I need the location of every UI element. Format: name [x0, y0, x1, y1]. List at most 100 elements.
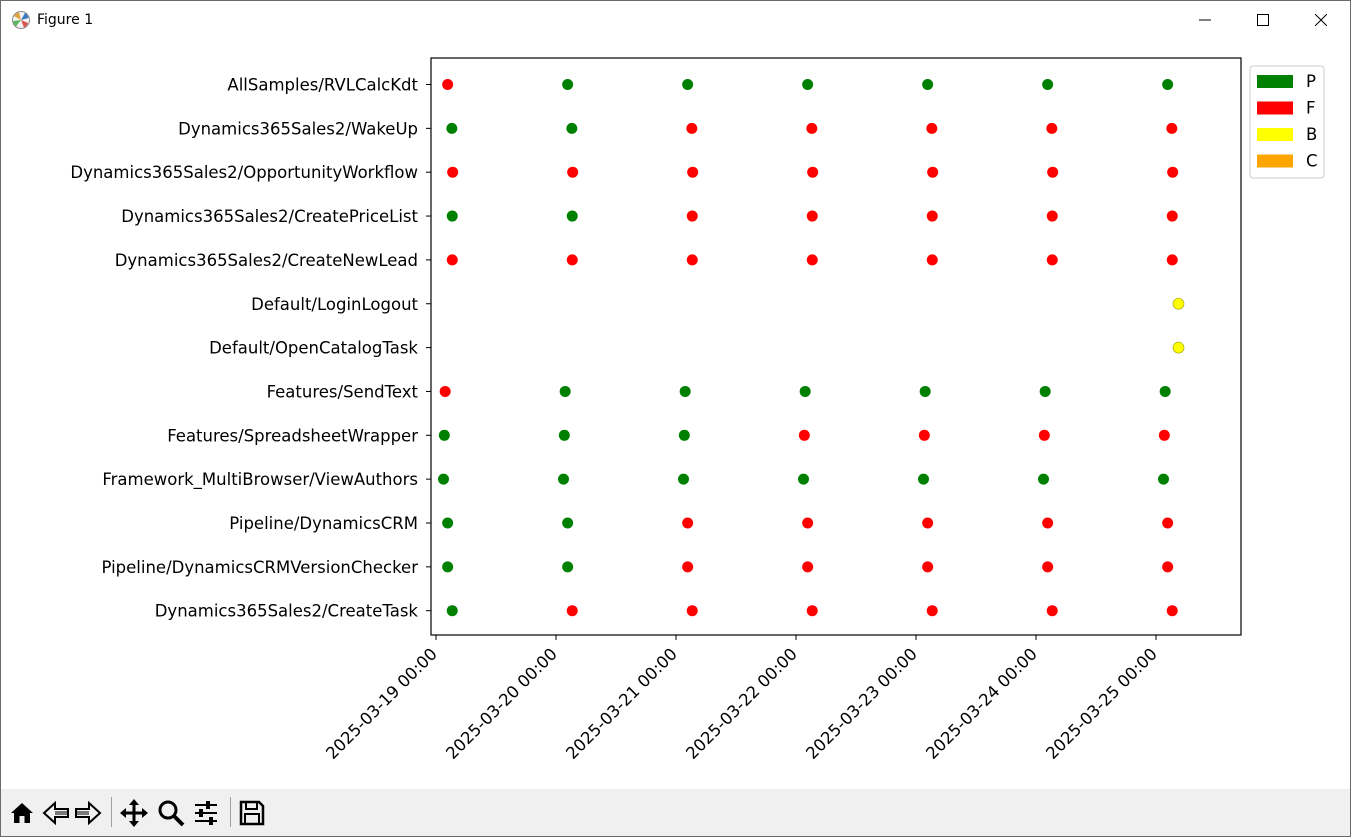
- status-point[interactable]: [1046, 210, 1058, 222]
- status-point[interactable]: [562, 517, 574, 529]
- status-point[interactable]: [926, 122, 938, 134]
- status-point[interactable]: [807, 166, 819, 178]
- status-point[interactable]: [442, 561, 454, 573]
- chart-canvas[interactable]: AllSamples/RVLCalcKdt Dynamics365Sales2/W…: [1, 39, 1350, 789]
- status-point[interactable]: [559, 385, 571, 397]
- status-point[interactable]: [799, 385, 811, 397]
- status-point[interactable]: [446, 122, 458, 134]
- maximize-icon: [1257, 14, 1269, 26]
- status-point[interactable]: [806, 122, 818, 134]
- y-tick-label: Dynamics365Sales2/WakeUp: [178, 119, 418, 138]
- status-point[interactable]: [686, 254, 698, 266]
- minimize-button[interactable]: [1176, 1, 1234, 39]
- status-point[interactable]: [679, 385, 691, 397]
- sliders-icon: [195, 801, 217, 825]
- status-point[interactable]: [1042, 561, 1054, 573]
- status-point[interactable]: [1166, 605, 1178, 617]
- status-point[interactable]: [926, 254, 938, 266]
- status-point[interactable]: [678, 473, 689, 485]
- status-point[interactable]: [438, 473, 449, 485]
- back-button[interactable]: [41, 797, 71, 829]
- home-button[interactable]: [7, 797, 37, 829]
- status-point[interactable]: [1038, 429, 1050, 441]
- status-point[interactable]: [806, 254, 818, 266]
- status-point[interactable]: [802, 79, 814, 90]
- forward-button[interactable]: [73, 797, 103, 829]
- status-point[interactable]: [562, 79, 574, 90]
- pan-button[interactable]: [119, 797, 149, 829]
- status-point[interactable]: [1172, 297, 1185, 310]
- status-point[interactable]: [918, 429, 930, 441]
- floppy-disk-icon: [239, 800, 265, 826]
- status-point[interactable]: [1046, 122, 1058, 134]
- status-point[interactable]: [1038, 473, 1049, 485]
- status-point[interactable]: [1042, 517, 1054, 529]
- status-point[interactable]: [446, 605, 458, 617]
- status-point[interactable]: [922, 79, 934, 90]
- status-point[interactable]: [566, 254, 578, 266]
- status-point[interactable]: [1166, 254, 1178, 266]
- status-point[interactable]: [806, 605, 818, 617]
- status-point[interactable]: [926, 605, 938, 617]
- status-point[interactable]: [567, 166, 579, 178]
- status-point[interactable]: [682, 79, 694, 90]
- status-point[interactable]: [682, 561, 694, 573]
- title-bar[interactable]: Figure 1: [1, 1, 1350, 39]
- status-point[interactable]: [446, 254, 458, 266]
- status-point[interactable]: [1167, 166, 1179, 178]
- maximize-button[interactable]: [1234, 1, 1292, 39]
- status-point[interactable]: [442, 79, 454, 90]
- status-point[interactable]: [1158, 429, 1170, 441]
- status-point[interactable]: [439, 385, 451, 397]
- status-point[interactable]: [1162, 79, 1174, 90]
- status-point[interactable]: [927, 166, 939, 178]
- status-point[interactable]: [919, 385, 931, 397]
- legend-swatch: [1257, 154, 1293, 168]
- status-point[interactable]: [1162, 561, 1174, 573]
- status-point[interactable]: [562, 561, 574, 573]
- status-point[interactable]: [1162, 517, 1174, 529]
- status-point[interactable]: [566, 605, 578, 617]
- status-point[interactable]: [1047, 166, 1059, 178]
- status-point[interactable]: [802, 517, 814, 529]
- status-point[interactable]: [678, 429, 690, 441]
- status-point[interactable]: [1158, 473, 1169, 485]
- status-point[interactable]: [566, 122, 578, 134]
- status-point[interactable]: [922, 517, 934, 529]
- status-point[interactable]: [1046, 605, 1058, 617]
- status-point[interactable]: [558, 429, 570, 441]
- configure-subplots-button[interactable]: [191, 797, 221, 829]
- status-point[interactable]: [686, 210, 698, 222]
- status-point[interactable]: [687, 166, 699, 178]
- status-point[interactable]: [442, 517, 454, 529]
- status-point[interactable]: [682, 517, 694, 529]
- legend-label: F: [1306, 99, 1316, 118]
- status-point[interactable]: [558, 473, 569, 485]
- status-point[interactable]: [926, 210, 938, 222]
- status-point[interactable]: [1042, 79, 1054, 90]
- zoom-button[interactable]: [156, 797, 186, 829]
- status-point[interactable]: [1159, 385, 1171, 397]
- status-point[interactable]: [1172, 341, 1185, 354]
- status-point[interactable]: [1166, 210, 1178, 222]
- status-point[interactable]: [686, 122, 698, 134]
- status-point[interactable]: [438, 429, 450, 441]
- status-point[interactable]: [446, 210, 458, 222]
- status-point[interactable]: [798, 429, 810, 441]
- status-point[interactable]: [1046, 254, 1058, 266]
- status-point[interactable]: [918, 473, 929, 485]
- status-point[interactable]: [922, 561, 934, 573]
- save-button[interactable]: [237, 797, 267, 829]
- status-point[interactable]: [806, 210, 818, 222]
- status-point[interactable]: [686, 605, 698, 617]
- status-point[interactable]: [566, 210, 578, 222]
- close-button[interactable]: [1292, 1, 1350, 39]
- minimize-icon: [1199, 19, 1211, 21]
- toolbar-separator: [111, 797, 112, 827]
- status-point[interactable]: [1039, 385, 1051, 397]
- status-point[interactable]: [447, 166, 459, 178]
- status-point[interactable]: [798, 473, 809, 485]
- status-point[interactable]: [1166, 122, 1178, 134]
- legend-swatch: [1257, 101, 1293, 115]
- status-point[interactable]: [802, 561, 814, 573]
